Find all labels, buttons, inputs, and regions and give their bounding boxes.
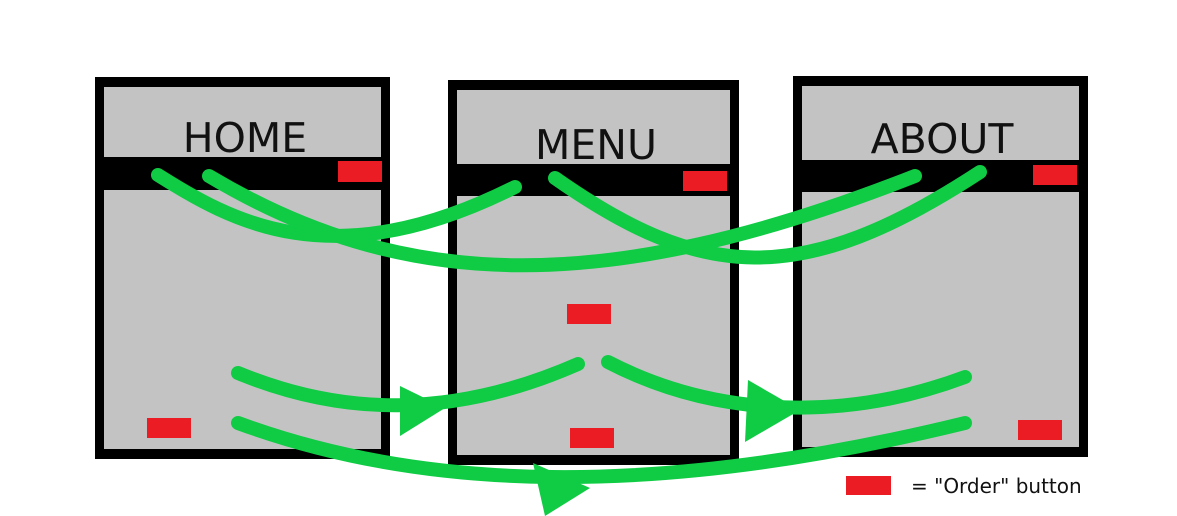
home-order-button-bottom — [147, 418, 191, 438]
page-menu: MENU — [448, 80, 739, 465]
arrowhead-menu-to-about — [745, 380, 800, 442]
arrow-menu-to-about-nav — [548, 165, 987, 265]
legend: = "Order" button — [846, 474, 1082, 498]
about-order-button-nav — [1033, 165, 1077, 185]
page-about: ABOUT — [793, 76, 1088, 457]
legend-label: = "Order" button — [911, 474, 1082, 498]
arrow-home-to-menu-bottom — [231, 357, 585, 413]
home-order-button-nav — [338, 161, 382, 182]
page-home-title: HOME — [183, 114, 307, 162]
page-home-header — [104, 87, 381, 157]
arrow-home-to-about-nav — [202, 169, 922, 273]
menu-order-button-bottom — [570, 428, 614, 448]
legend-order-button-swatch — [846, 476, 891, 495]
page-home-body — [104, 190, 381, 449]
arrowhead-home-to-menu — [400, 386, 445, 436]
page-menu-title: MENU — [535, 121, 657, 169]
arrowheads — [400, 380, 800, 516]
page-about-header — [802, 86, 1079, 160]
page-home: HOME — [95, 77, 390, 459]
page-menu-body — [457, 196, 730, 455]
menu-order-button-nav — [683, 171, 727, 191]
page-about-title: ABOUT — [871, 115, 1015, 163]
about-order-button-bottom — [1018, 420, 1062, 440]
arrowhead-home-to-about — [533, 463, 590, 516]
menu-order-button-middle — [567, 304, 611, 324]
page-menu-header — [457, 90, 730, 164]
arrow-home-to-menu-nav — [151, 168, 522, 243]
